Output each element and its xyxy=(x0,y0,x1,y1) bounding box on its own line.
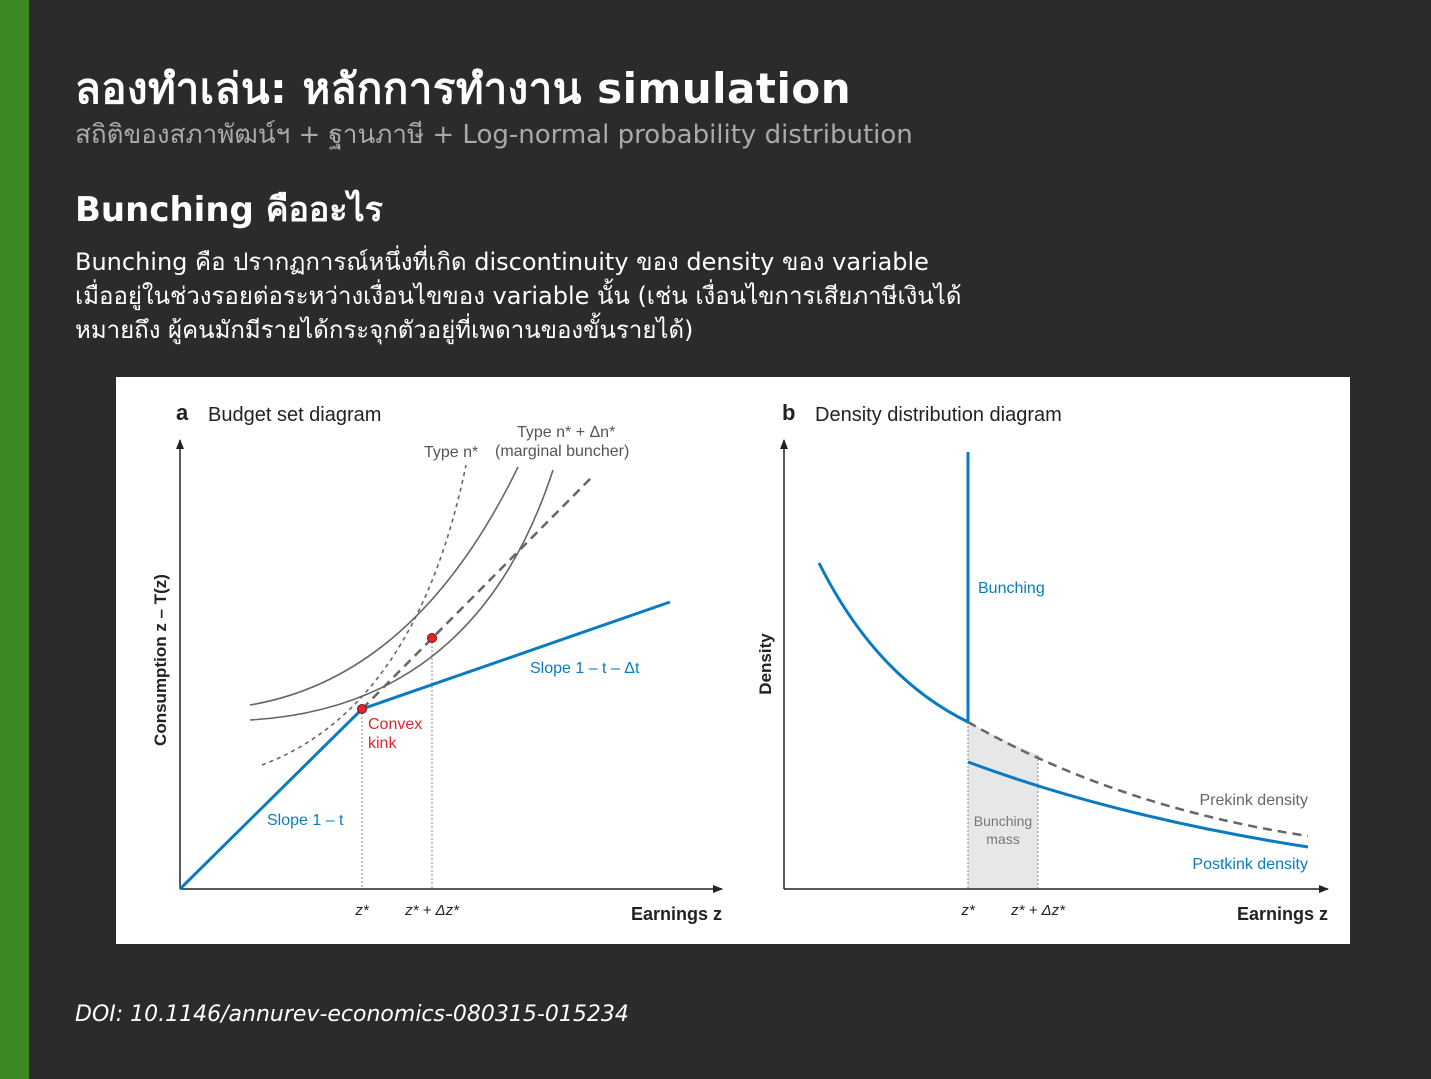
panel-b-y-label: Density xyxy=(756,633,775,695)
postkink-density-curve xyxy=(967,760,1309,849)
postkink-label: Postkink density xyxy=(1192,856,1308,873)
body-paragraph: Bunching คือ ปรากฏการณ์หนึ่งที่เกิด disc… xyxy=(75,245,1035,347)
body-line-3: หมายถึง ผู้คนมักมีรายได้กระจุกตัวอยู่ที่… xyxy=(75,316,694,344)
density-curve-left xyxy=(817,562,969,724)
body-line-2: เมื่ออยู่ในช่วงรอยต่อระหว่างเงื่อนไขของ … xyxy=(75,282,962,310)
panel-b: b Density distribution diagram Density E… xyxy=(756,400,1329,924)
prekink-label: Prekink density xyxy=(1200,792,1309,809)
type-n-label: Type n* xyxy=(424,444,478,461)
slope-lower-label: Slope 1 – t xyxy=(267,812,344,829)
panel-a-x-label: Earnings z xyxy=(631,904,722,924)
panel-b-letter: b xyxy=(782,400,795,425)
panel-a: a Budget set diagram Consumption z – T(z… xyxy=(151,400,723,924)
panel-a-y-label: Consumption z – T(z) xyxy=(151,574,170,746)
panel-a-tick-z-delta: z* + Δz* xyxy=(404,902,460,919)
type-n-curve xyxy=(261,464,467,766)
bunching-mass-label-1: Bunching xyxy=(974,813,1032,829)
slope-upper-label: Slope 1 – t – Δt xyxy=(530,660,640,677)
panel-a-letter: a xyxy=(176,400,189,425)
panel-a-title: Budget set diagram xyxy=(208,404,381,426)
convex-kink-label-2: kink xyxy=(368,735,397,752)
panel-b-tick-z: z* xyxy=(960,902,976,919)
bunching-mass-area xyxy=(968,722,1038,889)
bunching-figure: a Budget set diagram Consumption z – T(z… xyxy=(116,377,1350,944)
panel-a-tick-z: z* xyxy=(354,902,370,919)
budget-line xyxy=(178,600,671,891)
convex-kink-point xyxy=(357,704,367,714)
indifference-curve-inner xyxy=(249,466,519,706)
section-heading: Bunching คืออะไร xyxy=(75,190,383,230)
slide-title: ลองทำเล่น: หลักการทำงาน simulation xyxy=(75,64,852,113)
panel-b-title: Density distribution diagram xyxy=(815,404,1062,426)
extended-budget-line xyxy=(361,476,593,710)
accent-bar xyxy=(0,0,29,1079)
marginal-buncher-point xyxy=(427,633,437,643)
panel-b-tick-z-delta: z* + Δz* xyxy=(1010,902,1066,919)
doi-reference: DOI: 10.1146/annurev-economics-080315-01… xyxy=(75,1002,629,1027)
convex-kink-label-1: Convex xyxy=(368,716,422,733)
prekink-density-curve xyxy=(967,720,1309,838)
bunching-mass-label-2: mass xyxy=(986,831,1019,847)
type-n-delta-label: Type n* + Δn* xyxy=(517,424,615,441)
bunching-label: Bunching xyxy=(978,580,1045,597)
slide-subtitle: สถิติของสภาพัฒน์ฯ + ฐานภาษี + Log-normal… xyxy=(75,120,913,150)
figure-svg: a Budget set diagram Consumption z – T(z… xyxy=(151,400,1329,924)
panel-b-x-label: Earnings z xyxy=(1237,904,1328,924)
marginal-buncher-label: (marginal buncher) xyxy=(495,443,629,460)
indifference-curve-outer xyxy=(249,469,554,721)
body-line-1: Bunching คือ ปรากฏการณ์หนึ่งที่เกิด disc… xyxy=(75,248,929,276)
